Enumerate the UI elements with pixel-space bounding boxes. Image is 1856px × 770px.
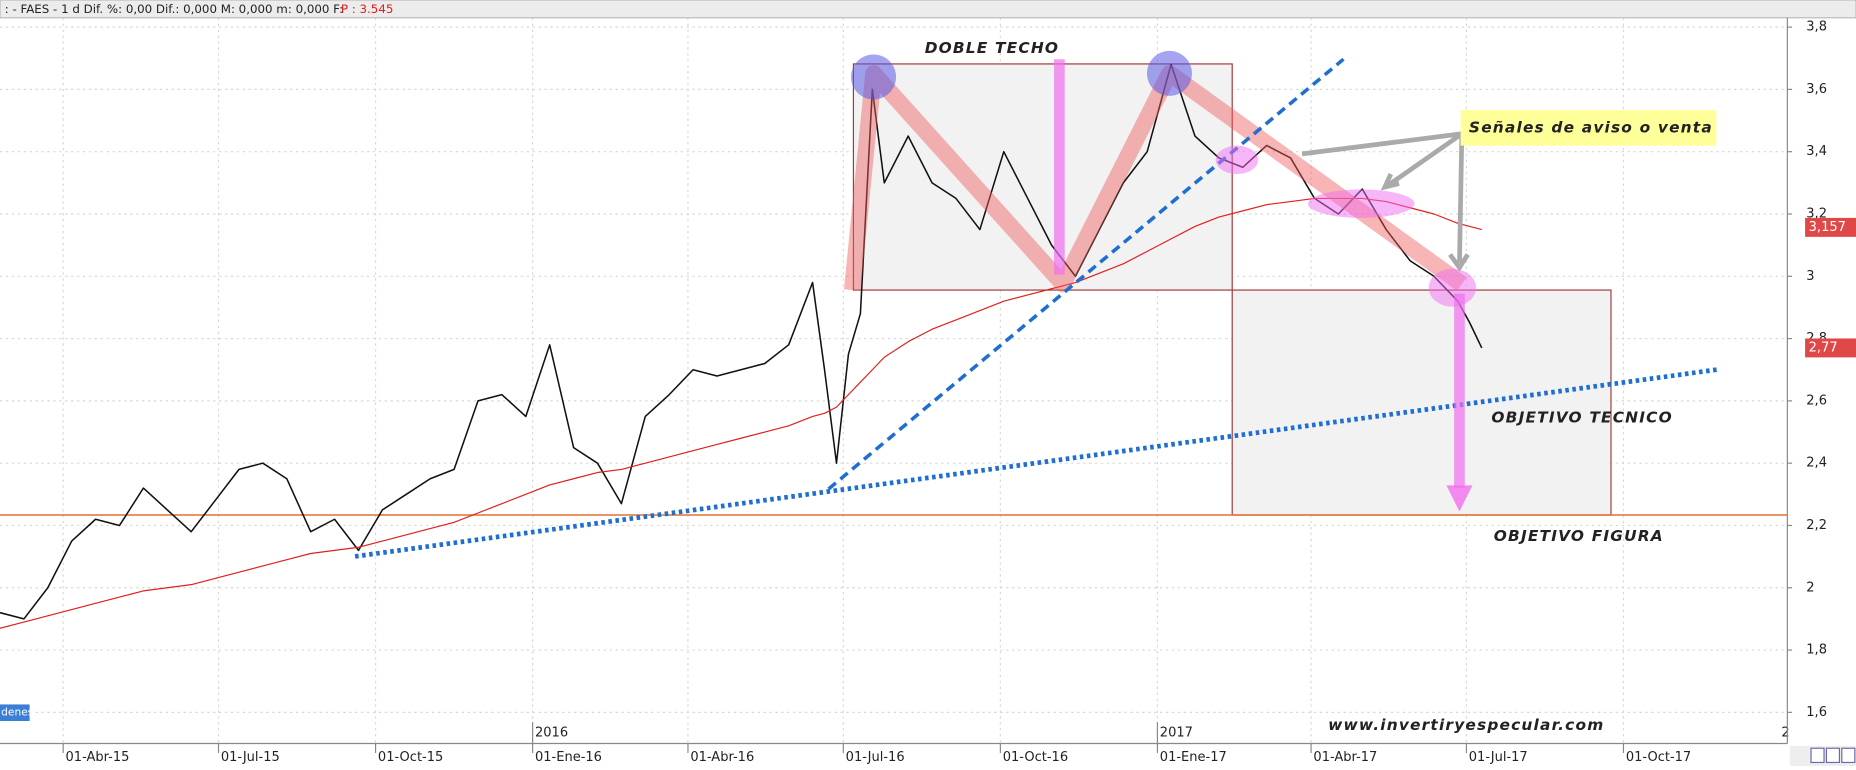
x-tick-label: 01-Jul-16 <box>846 750 905 765</box>
price-tag <box>1805 338 1856 358</box>
top-marker <box>1146 50 1192 96</box>
toolbar-button[interactable] <box>1825 747 1841 764</box>
pane-label: 2 <box>1781 725 1789 740</box>
x-tick-label: 01-Abr-16 <box>690 750 754 765</box>
y-tick-label: 3,4 <box>1806 144 1827 159</box>
price-tag-label: 2,77 <box>1809 340 1838 355</box>
annotation: OBJETIVO TECNICO <box>1491 408 1672 426</box>
header-price: P : 3.545 <box>341 2 393 16</box>
x-tick-label: 01-Abr-17 <box>1313 750 1377 765</box>
price-tag-label: 3,157 <box>1809 220 1846 235</box>
toolbar-button[interactable] <box>1841 747 1856 764</box>
y-tick-label: 2,6 <box>1806 393 1827 408</box>
target-arrowhead <box>1446 485 1473 512</box>
annotation: OBJETIVO FIGURA <box>1494 527 1664 545</box>
double-top-path <box>843 65 1467 293</box>
x-tick-label: 01-Oct-16 <box>1003 750 1068 765</box>
x-tick-label: 01-Abr-15 <box>66 750 130 765</box>
signal-marker <box>1307 189 1415 218</box>
pattern-box <box>852 63 1233 291</box>
badge-text: denes <box>1 706 34 719</box>
x-tick-label: 01-Jul-15 <box>221 750 280 765</box>
price-line <box>0 197 1482 629</box>
x-tick-label: 01-Ene-17 <box>1160 750 1227 765</box>
annotation: Señales de aviso o venta <box>1469 118 1713 136</box>
x-tick-label: 01-Ene-16 <box>535 750 602 765</box>
y-tick-label: 3 <box>1806 269 1814 284</box>
badge <box>0 704 30 722</box>
target-box <box>1231 289 1612 516</box>
support-line <box>354 367 1720 559</box>
x-tick-label: 01-Oct-15 <box>378 750 443 765</box>
year-label: 2016 <box>535 725 568 740</box>
y-tick-label: 3,2 <box>1806 206 1827 221</box>
y-tick-label: 3,8 <box>1806 20 1827 35</box>
signal-marker <box>1428 268 1477 307</box>
y-tick-label: 2,4 <box>1806 456 1827 471</box>
signal-marker <box>1215 145 1259 175</box>
y-tick-label: 1,8 <box>1806 643 1827 658</box>
header-bar <box>0 0 1856 19</box>
signal-arrows <box>1301 131 1470 272</box>
annotation: DOBLE TECHO <box>925 39 1059 57</box>
year-label: 2017 <box>1160 725 1193 740</box>
toolbar-button[interactable] <box>1810 747 1825 764</box>
header-text: : - FAES - 1 d Dif. %: 0,00 Dif.: 0,000 … <box>5 2 343 16</box>
x-tick-label: 01-Oct-17 <box>1626 750 1691 765</box>
y-tick-label: 2 <box>1806 580 1814 595</box>
trend-line <box>827 57 1345 491</box>
signal-box <box>1460 110 1717 146</box>
y-tick-label: 2,2 <box>1806 518 1827 533</box>
y-tick-label: 3,6 <box>1806 82 1827 97</box>
y-tick-label: 1,6 <box>1806 705 1827 720</box>
watermark: www.invertiryespecular.com <box>1328 716 1604 734</box>
price-tag <box>1805 217 1856 237</box>
top-marker <box>851 54 897 100</box>
x-tick-label: 01-Jul-17 <box>1469 750 1528 765</box>
